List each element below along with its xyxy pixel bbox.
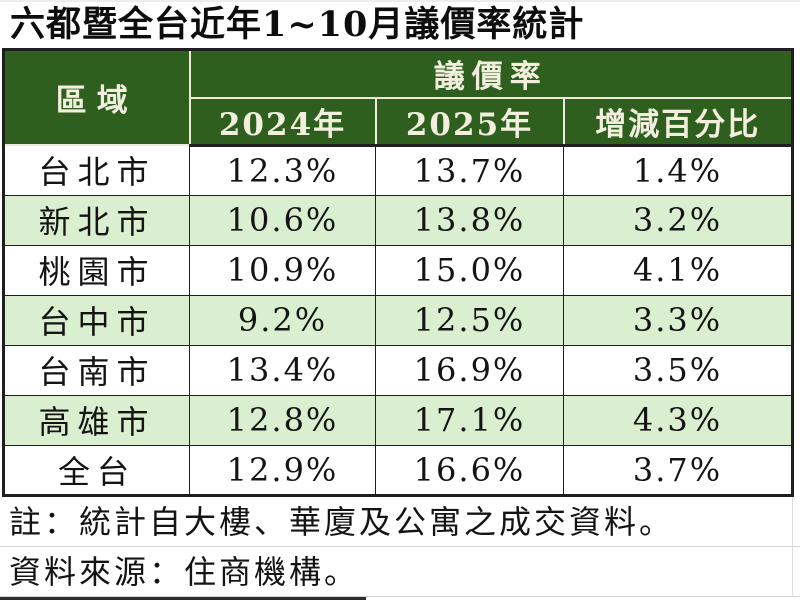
negotiation-rate-table: 區域 議價率 2024年 2025年 增減百分比 台北市 12.3% 13.7%… — [2, 48, 795, 497]
value-2024-cell: 12.8% — [189, 394, 376, 446]
page-title: 六都暨全台近年1~10月議價率統計 — [10, 4, 585, 45]
table-row: 台中市 9.2% 12.5% 3.3% — [3, 294, 794, 346]
value-2025-cell: 13.7% — [375, 144, 564, 196]
gridline-divider — [792, 496, 793, 597]
value-diff-cell: 3.3% — [562, 294, 794, 346]
table-row: 新北市 10.6% 13.8% 3.2% — [3, 194, 794, 246]
value-2025-cell: 15.0% — [375, 244, 564, 296]
column-header-group: 議價率 — [188, 48, 794, 99]
column-header-2024: 2024年 — [188, 96, 377, 147]
value-diff-cell: 4.3% — [562, 394, 794, 446]
value-2024-cell: 10.6% — [189, 194, 376, 246]
table-row: 台南市 13.4% 16.9% 3.5% — [3, 344, 794, 396]
value-diff-cell: 1.4% — [562, 144, 794, 196]
region-cell: 全台 — [3, 444, 190, 496]
value-diff-cell: 3.7% — [562, 444, 794, 496]
region-cell: 台中市 — [3, 294, 190, 346]
region-cell: 台南市 — [3, 344, 190, 396]
footnote-source: 資料來源：住商機構。 — [0, 546, 800, 597]
value-2025-cell: 17.1% — [375, 394, 564, 446]
table-row: 高雄市 12.8% 17.1% 4.3% — [3, 394, 794, 446]
column-header-region: 區域 — [2, 48, 191, 146]
value-2024-cell: 10.9% — [189, 244, 376, 296]
value-diff-cell: 3.2% — [562, 194, 794, 246]
value-2025-cell: 16.9% — [375, 344, 564, 396]
column-header-diff: 增減百分比 — [562, 96, 794, 147]
region-cell: 桃園市 — [3, 244, 190, 296]
value-2024-cell: 12.9% — [189, 444, 376, 496]
value-2024-cell: 9.2% — [189, 294, 376, 346]
region-cell: 新北市 — [3, 194, 190, 246]
value-2025-cell: 13.8% — [375, 194, 564, 246]
value-2025-cell: 12.5% — [375, 294, 564, 346]
column-header-2025: 2025年 — [374, 96, 565, 147]
value-2025-cell: 16.6% — [375, 444, 564, 496]
region-cell: 高雄市 — [3, 394, 190, 446]
table-row: 桃園市 10.9% 15.0% 4.1% — [3, 244, 794, 296]
region-cell: 台北市 — [3, 144, 190, 196]
header-row-years: 2024年 2025年 增減百分比 — [4, 96, 794, 147]
bottom-cropped-border — [0, 597, 366, 600]
value-diff-cell: 3.5% — [562, 344, 794, 396]
table-row: 台北市 12.3% 13.7% 1.4% — [3, 144, 794, 196]
footnote-note: 註：統計自大樓、華廈及公寓之成交資料。 — [0, 496, 800, 547]
value-2024-cell: 12.3% — [189, 144, 376, 196]
table-row: 全台 12.9% 16.6% 3.7% — [3, 444, 794, 496]
value-2024-cell: 13.4% — [189, 344, 376, 396]
header-row-group: 區域 議價率 — [2, 48, 794, 146]
value-diff-cell: 4.1% — [562, 244, 794, 296]
footnotes: 註：統計自大樓、華廈及公寓之成交資料。 資料來源：住商機構。 — [0, 496, 800, 597]
